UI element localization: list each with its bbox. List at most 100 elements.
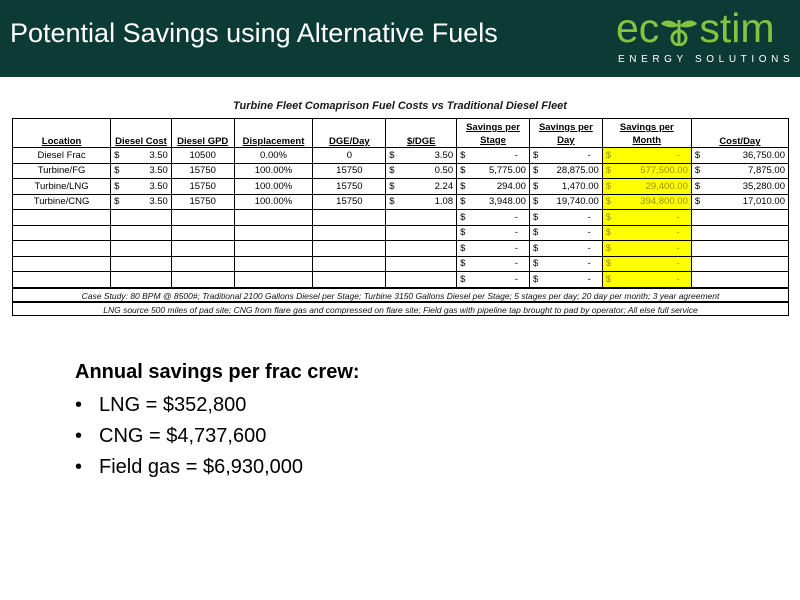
money-value: - <box>514 149 518 161</box>
currency-symbol: $ <box>460 180 466 192</box>
cell-diesel-gpd: 10500 <box>170 147 235 164</box>
empty-cell <box>690 240 790 257</box>
table-row: $ - $ - $ - <box>11 209 790 226</box>
money-value: - <box>514 258 518 270</box>
money-value: - <box>514 227 518 239</box>
cell-cost-day: $35,280.00 <box>690 178 790 195</box>
money-value: - <box>587 273 591 285</box>
currency-symbol: $ <box>460 227 466 239</box>
table-row: $ - $ - $ - <box>11 224 790 241</box>
money-value: 28,875.00 <box>556 165 599 177</box>
cell-displacement: 0.00% <box>233 147 314 164</box>
cell-diesel-cost: $3.50 <box>110 193 172 210</box>
money-value: 3.50 <box>149 196 168 208</box>
cell-savings-day: $ - <box>528 147 603 164</box>
cell-displacement: 100.00% <box>233 178 314 195</box>
cell-savings-month: $ - <box>601 147 692 164</box>
money-value: - <box>676 149 680 161</box>
empty-cell <box>233 255 314 272</box>
header-savings-day: Savings per Day <box>528 118 603 148</box>
cell-per-dge: $3.50 <box>385 147 458 164</box>
empty-cell <box>385 271 458 288</box>
money-value: - <box>514 211 518 223</box>
cell-per-dge: $0.50 <box>385 162 458 179</box>
money-value: 294.00 <box>496 180 526 192</box>
money-value: - <box>587 149 591 161</box>
cell-dge-day: 15750 <box>312 193 387 210</box>
currency-symbol: $ <box>605 227 612 239</box>
header-savings-stage: Savings per Stage <box>456 118 530 148</box>
cell-savings-month: $394,800.00 <box>601 193 692 210</box>
savings-field-gas: Field gas = $6,930,000 <box>99 456 304 478</box>
fuel-cost-table: Location Diesel Cost Diesel GPD Displace… <box>11 118 790 288</box>
header-diesel-cost: Diesel Cost <box>110 118 172 148</box>
empty-cell <box>11 255 112 272</box>
currency-symbol: $ <box>114 149 120 161</box>
currency-symbol: $ <box>605 196 612 208</box>
empty-cell <box>170 209 235 226</box>
bullet-icon: • <box>75 425 83 447</box>
currency-symbol: $ <box>389 196 395 208</box>
cell-savings-stage: $ - <box>456 147 530 164</box>
empty-cell <box>312 240 387 257</box>
bullet-icon: • <box>75 394 83 416</box>
currency-symbol: $ <box>532 211 539 223</box>
savings-lng: LNG = $352,800 <box>99 394 247 416</box>
empty-cell <box>312 209 387 226</box>
money-value: - <box>676 273 680 285</box>
money-value: - <box>587 258 591 270</box>
empty-cell <box>385 224 458 241</box>
money-value: 3.50 <box>149 165 168 177</box>
cell-diesel-cost: $3.50 <box>110 178 172 195</box>
cell-diesel-gpd: 15750 <box>170 178 235 195</box>
header-per-dge: $/DGE <box>385 118 458 148</box>
currency-symbol: $ <box>605 258 612 270</box>
slide-header: Potential Savings using Alternative Fuel… <box>0 0 800 77</box>
bullet-icon: • <box>75 456 83 478</box>
currency-symbol: $ <box>460 242 466 254</box>
table-row: $ - $ - $ - <box>11 240 790 257</box>
table-row: Diesel Frac $3.50 10500 0.00% 0 $3.50 $ - $ - $ - $3… <box>11 147 790 164</box>
currency-symbol: $ <box>532 196 539 208</box>
cell-savings-month: $29,400.00 <box>601 178 692 195</box>
empty-cell <box>690 224 790 241</box>
cell-savings-day: $ - <box>528 224 603 241</box>
header-diesel-gpd: Diesel GPD <box>170 118 235 148</box>
money-value: - <box>676 242 680 254</box>
currency-symbol: $ <box>460 165 466 177</box>
cell-savings-day: $19,740.00 <box>528 193 603 210</box>
cell-savings-stage: $5,775.00 <box>456 162 530 179</box>
money-value: - <box>514 273 518 285</box>
table-row: Turbine/FG $3.50 15750 100.00% 15750 $0.50 $5,… <box>11 162 790 179</box>
cell-diesel-gpd: 15750 <box>170 162 235 179</box>
logo-tagline: ENERGY SOLUTIONS <box>618 54 795 65</box>
empty-cell <box>233 240 314 257</box>
currency-symbol: $ <box>460 196 466 208</box>
cell-savings-day: $28,875.00 <box>528 162 603 179</box>
cell-per-dge: $2.24 <box>385 178 458 195</box>
currency-symbol: $ <box>532 165 539 177</box>
cell-dge-day: 0 <box>312 147 387 164</box>
table-row: $ - $ - $ - <box>11 271 790 288</box>
currency-symbol: $ <box>389 165 395 177</box>
cell-location: Diesel Frac <box>11 147 112 164</box>
cell-savings-stage: $ - <box>456 271 530 288</box>
empty-cell <box>110 224 172 241</box>
money-value: 577,500.00 <box>640 165 688 177</box>
money-value: 19,740.00 <box>556 196 599 208</box>
empty-cell <box>170 240 235 257</box>
cell-savings-day: $ - <box>528 209 603 226</box>
cell-savings-stage: $ - <box>456 209 530 226</box>
currency-symbol: $ <box>605 180 612 192</box>
ecostim-logo: ec stim ENERGY SOLUTIONS <box>600 6 796 70</box>
money-value: - <box>676 211 680 223</box>
table-title: Turbine Fleet Comaprison Fuel Costs vs T… <box>233 100 567 112</box>
header-dge-day: DGE/Day <box>312 118 387 148</box>
cell-per-dge: $1.08 <box>385 193 458 210</box>
currency-symbol: $ <box>532 227 539 239</box>
currency-symbol: $ <box>532 180 539 192</box>
empty-cell <box>385 240 458 257</box>
currency-symbol: $ <box>532 258 539 270</box>
currency-symbol: $ <box>532 273 539 285</box>
table-row: Turbine/LNG $3.50 15750 100.00% 15750 $2.24 $2… <box>11 178 790 195</box>
